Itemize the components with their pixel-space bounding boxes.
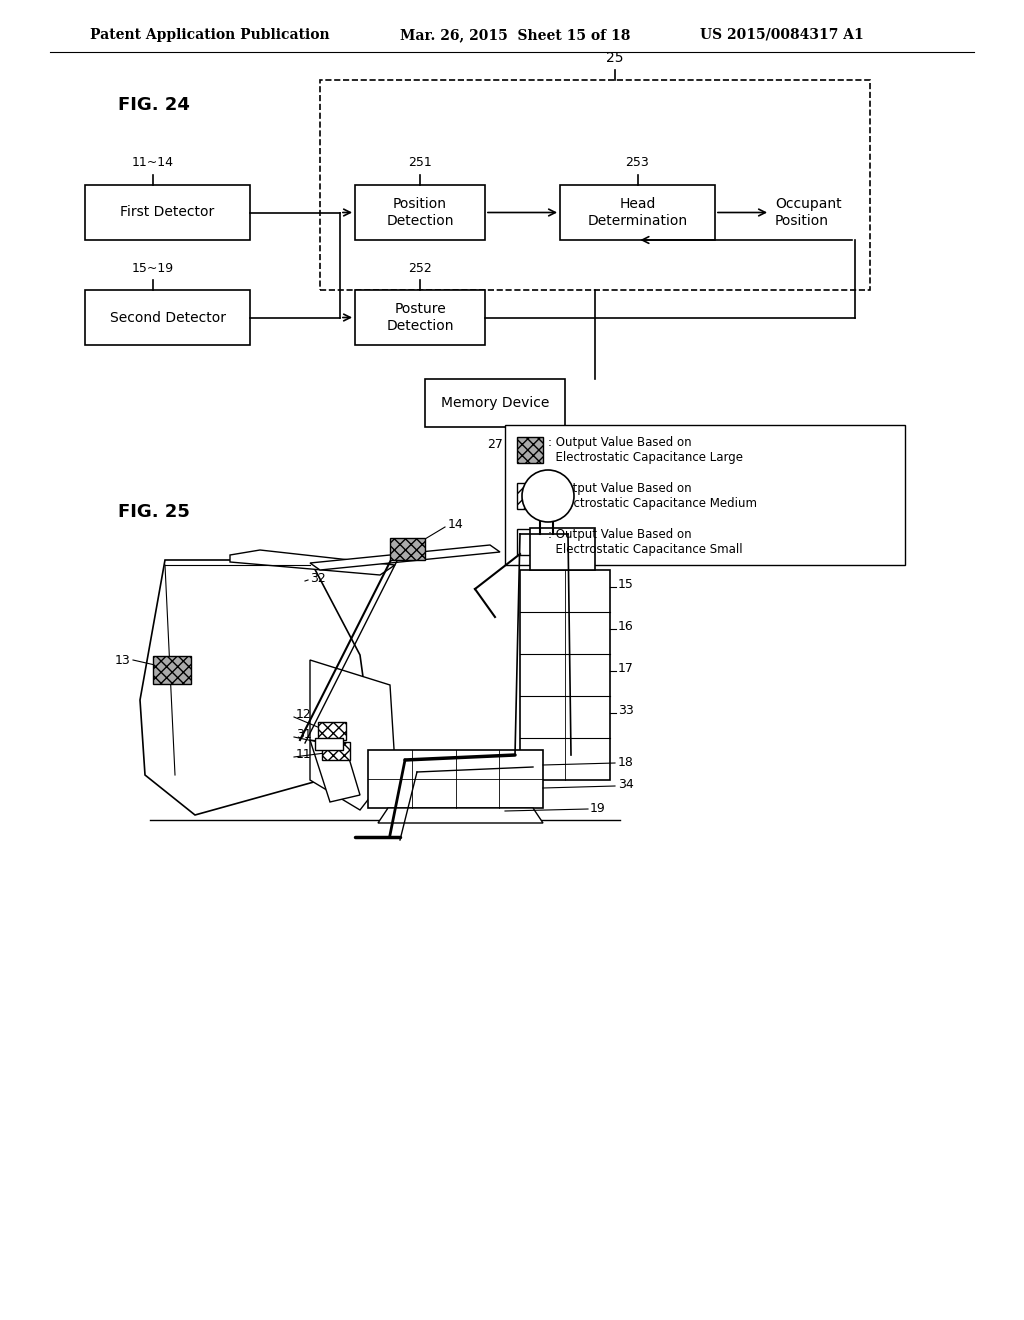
Text: 34: 34 — [618, 779, 634, 792]
Text: 33: 33 — [618, 705, 634, 718]
Bar — [153, 656, 191, 684]
Text: US 2015/0084317 A1: US 2015/0084317 A1 — [700, 28, 864, 42]
Text: 253: 253 — [626, 157, 649, 169]
Text: : Output Value Based on
  Electrostatic Capacitance Small: : Output Value Based on Electrostatic Ca… — [548, 528, 742, 556]
Bar — [517, 483, 543, 510]
Text: 27: 27 — [487, 438, 503, 451]
Text: 252: 252 — [409, 261, 432, 275]
Text: 25: 25 — [606, 51, 624, 65]
Text: Position
Detection: Position Detection — [386, 198, 454, 227]
Text: 11~14: 11~14 — [131, 157, 173, 169]
Bar — [425, 379, 565, 426]
Circle shape — [522, 470, 574, 521]
Bar — [322, 742, 350, 760]
Text: FIG. 24: FIG. 24 — [118, 96, 189, 114]
Text: 32: 32 — [310, 572, 326, 585]
Text: : Output Value Based on
  Electrostatic Capacitance Medium: : Output Value Based on Electrostatic Ca… — [548, 482, 757, 510]
Bar — [85, 185, 250, 240]
Bar — [368, 750, 543, 808]
Bar — [520, 570, 610, 780]
Text: 12: 12 — [296, 709, 311, 722]
Text: 31: 31 — [296, 729, 311, 742]
Bar — [390, 539, 425, 560]
Text: 15~19: 15~19 — [131, 261, 173, 275]
Text: Memory Device: Memory Device — [440, 396, 549, 411]
Text: 16: 16 — [618, 620, 634, 634]
Bar — [85, 290, 250, 345]
Text: Occupant
Position: Occupant Position — [775, 198, 842, 227]
Text: 15: 15 — [618, 578, 634, 591]
Bar — [530, 528, 595, 570]
Text: First Detector: First Detector — [121, 206, 215, 219]
Text: FIG. 25: FIG. 25 — [118, 503, 189, 521]
Bar — [315, 738, 343, 750]
Bar — [319, 81, 870, 290]
Polygon shape — [310, 660, 395, 810]
Text: Posture
Detection: Posture Detection — [386, 302, 454, 333]
Bar — [505, 425, 905, 565]
Polygon shape — [310, 545, 500, 570]
Polygon shape — [230, 550, 395, 576]
Bar — [318, 722, 346, 741]
Bar — [560, 185, 715, 240]
Text: Head
Determination: Head Determination — [588, 198, 687, 227]
Text: 13: 13 — [115, 653, 130, 667]
Polygon shape — [140, 560, 375, 814]
Text: Mar. 26, 2015  Sheet 15 of 18: Mar. 26, 2015 Sheet 15 of 18 — [400, 28, 631, 42]
Polygon shape — [310, 741, 360, 803]
Bar — [517, 529, 543, 554]
Bar — [355, 185, 485, 240]
Text: Patent Application Publication: Patent Application Publication — [90, 28, 330, 42]
Text: 19: 19 — [590, 801, 606, 814]
Bar — [517, 437, 543, 463]
Text: : Output Value Based on
  Electrostatic Capacitance Large: : Output Value Based on Electrostatic Ca… — [548, 436, 743, 465]
Text: 17: 17 — [618, 663, 634, 676]
Text: 251: 251 — [409, 157, 432, 169]
Text: 14: 14 — [449, 519, 464, 532]
Text: 18: 18 — [618, 755, 634, 768]
Bar — [355, 290, 485, 345]
Polygon shape — [378, 808, 543, 822]
Text: Second Detector: Second Detector — [110, 310, 225, 325]
Text: 11: 11 — [296, 748, 311, 762]
